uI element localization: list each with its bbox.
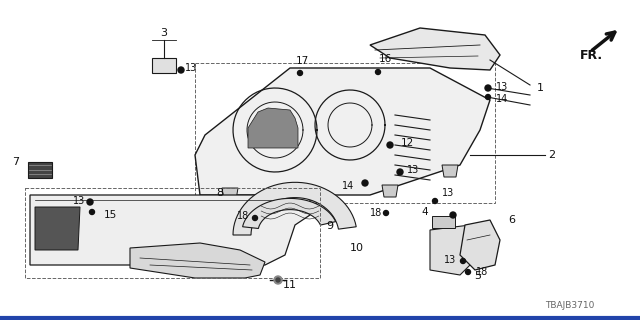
Polygon shape [382,185,398,197]
Circle shape [433,198,438,204]
Bar [195,63,495,203]
Text: 14: 14 [342,181,354,191]
Polygon shape [430,225,475,275]
Text: 13: 13 [407,165,419,175]
Text: 13: 13 [185,63,197,73]
Text: 14: 14 [496,94,508,104]
Text: 15: 15 [104,210,116,220]
Text: 6: 6 [509,215,515,225]
Text: 13: 13 [442,188,454,198]
Text: 13: 13 [444,255,456,265]
Circle shape [376,69,381,75]
Circle shape [465,269,470,275]
Bar [25,188,320,278]
Circle shape [362,180,368,186]
Text: TBAJB3710: TBAJB3710 [545,301,595,310]
Text: 16: 16 [378,54,392,64]
Text: FR.: FR. [579,49,603,61]
Text: 7: 7 [12,157,20,167]
Text: 17: 17 [296,56,308,66]
Text: 13: 13 [73,196,85,206]
Circle shape [253,215,257,220]
Circle shape [87,199,93,205]
Circle shape [383,211,388,215]
Polygon shape [243,198,335,228]
Text: 5: 5 [474,271,481,281]
Text: 18: 18 [237,211,249,221]
Text: 11: 11 [283,280,297,290]
Text: 8: 8 [216,188,223,198]
Text: 10: 10 [350,243,364,253]
Polygon shape [222,188,238,200]
Polygon shape [35,207,80,250]
Polygon shape [432,216,455,228]
Text: 18: 18 [370,208,382,218]
Polygon shape [370,28,500,70]
Text: 18: 18 [476,267,488,277]
Circle shape [274,276,282,284]
Text: 1: 1 [536,83,543,93]
Text: 4: 4 [422,207,428,217]
Circle shape [485,85,491,91]
Circle shape [178,67,184,73]
Polygon shape [195,68,490,195]
Circle shape [450,212,456,218]
Polygon shape [152,58,176,73]
Text: 3: 3 [161,28,168,38]
Text: 12: 12 [401,138,413,148]
Circle shape [461,259,465,263]
Text: 9: 9 [326,221,333,231]
Text: 2: 2 [548,150,556,160]
Polygon shape [442,165,458,177]
Polygon shape [30,195,310,265]
Circle shape [486,94,490,100]
Circle shape [298,70,303,76]
Circle shape [387,142,393,148]
Polygon shape [130,243,265,278]
Text: 13: 13 [496,82,508,92]
Polygon shape [460,220,500,270]
Circle shape [276,278,280,282]
Polygon shape [28,162,52,178]
Polygon shape [233,182,356,235]
Circle shape [90,210,95,214]
Circle shape [397,169,403,175]
Polygon shape [302,192,318,204]
Polygon shape [248,108,298,148]
